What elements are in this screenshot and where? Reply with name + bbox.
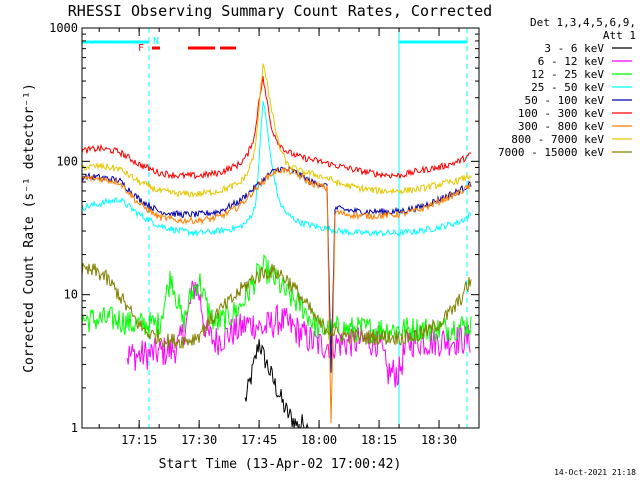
plot-area: FN 17:15 17:30 17:45 18:00 18:15 18:301101001… — [49, 21, 480, 447]
plot-frame — [81, 27, 480, 429]
series-line-8 — [81, 263, 472, 349]
flag-markers: FN — [81, 28, 468, 428]
series-line-7 — [81, 63, 472, 198]
series-lines — [81, 63, 472, 429]
x-tick-label: 18:15 — [361, 433, 397, 447]
series-line-6 — [81, 166, 472, 424]
legend-label: 800 - 7000 keV — [511, 133, 604, 146]
series-line-1 — [126, 280, 471, 388]
legend-header-detectors: Det 1,3,4,5,6,9, — [530, 16, 636, 29]
plot-timestamp: 14-Oct-2021 21:18 — [554, 468, 636, 477]
x-tick-label: 17:30 — [181, 433, 217, 447]
y-axis-label: Corrected Count Rate (s⁻¹ detector⁻¹) — [22, 83, 37, 373]
x-axis-label: Start Time (13-Apr-02 17:00:42) — [159, 457, 402, 472]
legend-label: 12 - 25 keV — [531, 68, 604, 81]
legend-label: 25 - 50 keV — [531, 81, 604, 94]
y-tick-label: 1000 — [49, 21, 78, 35]
legend-label: 100 - 300 keV — [518, 107, 604, 120]
series-line-3 — [81, 101, 472, 238]
x-tick-label: 18:00 — [301, 433, 337, 447]
series-line-4 — [81, 166, 472, 373]
x-tick-label: 17:15 — [121, 433, 157, 447]
axes: 17:15 17:30 17:45 18:00 18:15 18:30 1 10 100 1000 — [49, 21, 479, 447]
series-line-2 — [81, 253, 472, 344]
series-line-5 — [81, 76, 472, 180]
flare-flag-label: F — [138, 43, 144, 54]
legend-label: 50 - 100 keV — [525, 94, 605, 107]
x-tick-label: 17:45 — [241, 433, 277, 447]
y-tick-label: 10 — [64, 288, 78, 302]
series-line-0 — [244, 339, 311, 429]
legend-label: 3 - 6 keV — [544, 42, 604, 55]
y-tick-label: 100 — [56, 154, 78, 168]
legend-label: 300 - 800 keV — [518, 120, 604, 133]
night-flag-label: N — [153, 36, 159, 47]
x-tick-label: 18:30 — [421, 433, 457, 447]
legend-header-attenuator: Att 1 — [603, 29, 636, 42]
legend-label: 7000 - 15000 keV — [498, 146, 604, 159]
y-tick-label: 1 — [71, 421, 78, 435]
chart-title: RHESSI Observing Summary Count Rates, Co… — [68, 2, 492, 20]
legend-label: 6 - 12 keV — [538, 55, 605, 68]
